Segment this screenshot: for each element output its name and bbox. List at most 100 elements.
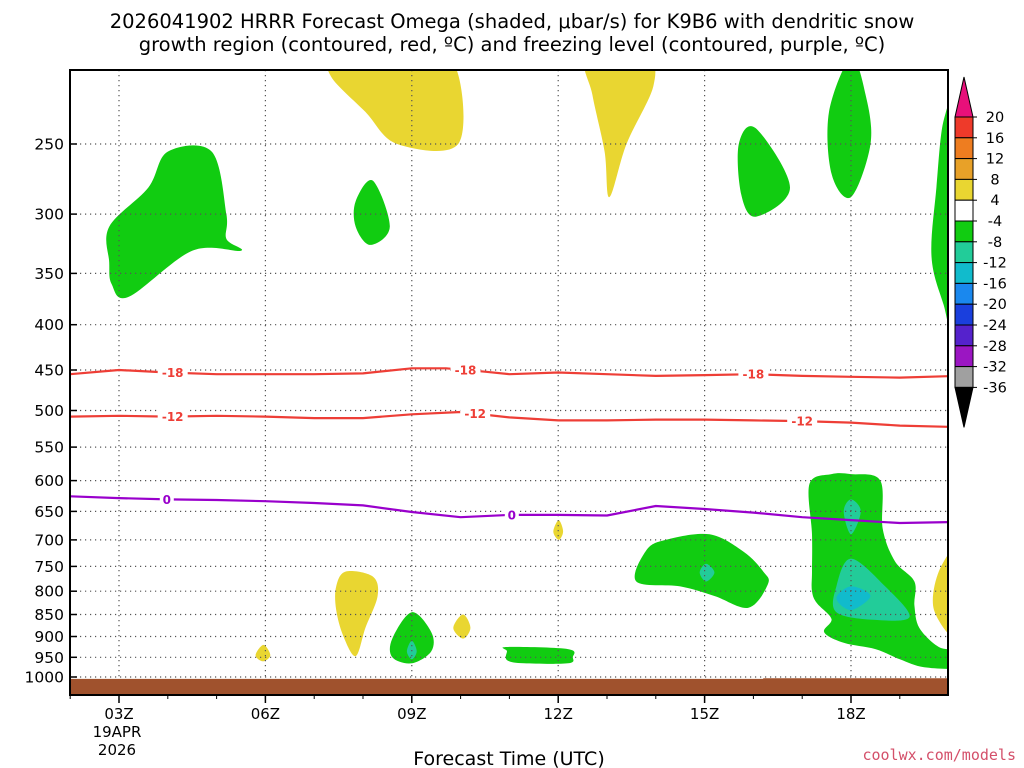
colorbar-swatch	[954, 116, 974, 139]
y-tick-label: 600	[34, 472, 64, 490]
contour-label: 0	[163, 493, 171, 507]
y-tick-label: 1000	[25, 669, 64, 687]
colorbar-swatch	[954, 199, 974, 222]
colorbar-swatch	[954, 324, 974, 347]
x-tick-label: 06Z	[251, 705, 280, 723]
colorbar-tick-label: 8	[990, 172, 999, 188]
colorbar-arrow-bottom	[954, 386, 974, 428]
y-tick-label: 500	[34, 402, 64, 420]
colorbar-tick-label: -24	[983, 318, 1007, 334]
contour-label: -12	[464, 407, 486, 421]
y-tick-label: 800	[34, 583, 64, 601]
y-tick-label: 900	[34, 628, 64, 646]
x-tick-label: 15Z	[690, 705, 719, 723]
colorbar-swatch	[954, 137, 974, 160]
omega-region	[335, 570, 379, 657]
y-tick-label: 300	[34, 206, 64, 224]
colorbar-swatch	[954, 220, 974, 243]
omega-region	[808, 473, 948, 669]
y-tick-label: 550	[34, 439, 64, 457]
colorbar-swatch	[954, 303, 974, 326]
omega-region	[327, 70, 464, 151]
omega-region	[502, 646, 575, 664]
temperature-contours: -18 -18 -18 -12 -12 -12 0 0	[70, 363, 948, 525]
colorbar-swatch	[954, 282, 974, 305]
contour-label: -18	[162, 366, 184, 380]
colorbar-swatch	[954, 158, 974, 180]
colorbar-tick-label: -16	[983, 276, 1007, 292]
y-tick-label: 700	[34, 531, 64, 549]
contour-label-bg	[159, 492, 174, 507]
colorbar-swatch	[954, 345, 974, 368]
omega-region	[931, 104, 948, 325]
contour-label-bg	[504, 507, 519, 522]
colorbar-tick-label: 20	[986, 110, 1004, 126]
contour-label: -12	[162, 410, 184, 424]
colorbar-tick-label: -32	[983, 360, 1007, 376]
chart-title-line-2: growth region (contoured, red, ºC) and f…	[139, 33, 886, 56]
y-tick-label: 650	[34, 503, 64, 521]
y-tick-label: 400	[34, 316, 64, 334]
omega-regions	[106, 70, 948, 669]
x-date-label-2: 2026	[98, 741, 136, 759]
omega-region	[584, 70, 656, 198]
omega-region	[389, 612, 434, 664]
x-tick-label: 09Z	[397, 705, 426, 723]
omega-region	[453, 614, 471, 639]
x-axis: 03Z 06Z 09Z 12Z 15Z 18Z	[69, 695, 901, 723]
contour-label-bg	[787, 414, 818, 429]
colorbar-swatch	[954, 241, 974, 264]
x-date-label-1: 19APR	[93, 723, 142, 741]
y-tick-label: 450	[34, 362, 64, 380]
colorbar-swatch	[954, 178, 974, 201]
y-tick-label: 850	[34, 606, 64, 624]
colorbar-tick-label: -12	[983, 256, 1007, 272]
colorbar-tick-label: -28	[983, 339, 1007, 355]
omega-region	[353, 179, 390, 245]
omega-region	[699, 563, 715, 582]
contour-label: -18	[455, 364, 477, 378]
terrain-area	[70, 678, 948, 695]
omega-region	[106, 145, 243, 299]
contour-label-bg	[738, 367, 769, 382]
colorbar: 20 16 12 8 4 -4 -8 -12 -16 -20 -24 -28 -32 -36	[954, 76, 1007, 428]
x-axis-label: Forecast Time (UTC)	[413, 748, 604, 768]
colorbar-tick-label: 12	[986, 152, 1004, 168]
contour-label-bg	[450, 363, 481, 377]
contour-label-bg	[157, 365, 188, 380]
contour-label: -12	[791, 415, 813, 429]
contour-label: 0	[508, 508, 516, 522]
colorbar-tick-label: -8	[988, 235, 1002, 251]
contour-label-bg	[460, 406, 491, 421]
omega-region	[737, 126, 790, 217]
contour-label: -18	[743, 368, 765, 382]
chart-title-line-1: 2026041902 HRRR Forecast Omega (shaded, …	[110, 10, 915, 33]
y-tick-label: 250	[34, 136, 64, 154]
x-tick-label: 12Z	[544, 705, 573, 723]
contour-line	[70, 367, 948, 379]
colorbar-tick-label: 16	[986, 131, 1004, 147]
omega-region	[843, 499, 861, 535]
omega-region	[836, 586, 871, 611]
y-tick-label: 750	[34, 558, 64, 576]
omega-region	[827, 70, 872, 199]
x-tick-label: 18Z	[836, 705, 865, 723]
x-tick-label: 03Z	[104, 705, 133, 723]
y-tick-label: 950	[34, 649, 64, 667]
omega-region	[932, 554, 948, 634]
omega-region	[255, 644, 271, 662]
y-tick-label: 350	[34, 265, 64, 283]
colorbar-tick-label: -36	[983, 380, 1007, 396]
colorbar-swatch	[954, 262, 974, 284]
colorbar-swatch	[954, 366, 974, 388]
colorbar-tick-label: 4	[990, 193, 999, 209]
contour-label-bg	[157, 409, 188, 424]
y-axis: 250 300 350 400 450 500 550 600 650 700 750 800 850 9…	[25, 136, 77, 687]
credit-text: coolwx.com/models	[862, 746, 1016, 764]
colorbar-tick-label: -4	[988, 214, 1002, 230]
grid-lines	[70, 70, 948, 695]
terrain-fill	[70, 678, 948, 695]
plot-area: -18 -18 -18 -12 -12 -12 0 0	[70, 70, 948, 695]
colorbar-tick-label: -20	[983, 297, 1007, 313]
